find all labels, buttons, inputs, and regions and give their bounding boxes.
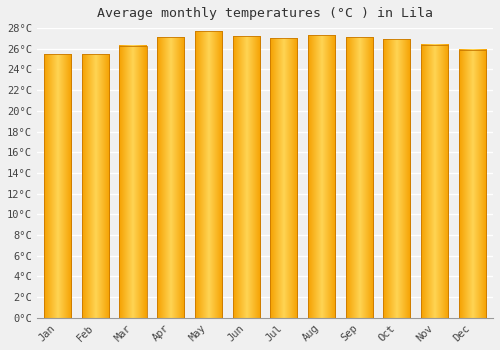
Bar: [346, 37, 373, 318]
Bar: [421, 44, 448, 318]
Title: Average monthly temperatures (°C ) in Lila: Average monthly temperatures (°C ) in Li…: [97, 7, 433, 20]
Bar: [120, 46, 146, 318]
Bar: [308, 35, 335, 318]
Bar: [270, 38, 297, 318]
Bar: [157, 37, 184, 318]
Bar: [384, 40, 410, 318]
Bar: [82, 54, 109, 318]
Bar: [232, 36, 260, 318]
Bar: [195, 31, 222, 318]
Bar: [458, 50, 486, 318]
Bar: [44, 54, 71, 318]
